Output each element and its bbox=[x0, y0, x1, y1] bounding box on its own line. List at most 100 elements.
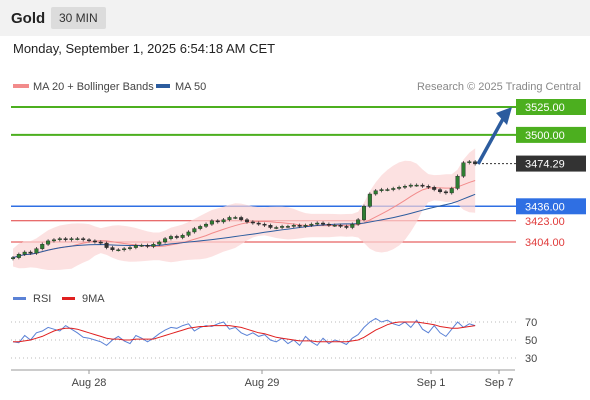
level-label-support: 3423.00 bbox=[525, 216, 565, 228]
symbol-title: Gold bbox=[11, 10, 46, 27]
candle-body bbox=[81, 238, 86, 240]
rsi-line bbox=[12, 317, 476, 347]
candle-body bbox=[285, 226, 290, 228]
candle-body bbox=[163, 238, 168, 243]
candle-body bbox=[315, 222, 320, 225]
rsi-ma-legend-label: 9MA bbox=[82, 293, 105, 305]
rsi-legend-label: RSI bbox=[33, 293, 51, 305]
candle-body bbox=[309, 223, 314, 226]
candle-body bbox=[10, 257, 15, 259]
candle-body bbox=[379, 189, 384, 191]
candle-body bbox=[397, 187, 402, 189]
candle-body bbox=[92, 240, 97, 243]
candle-body bbox=[157, 241, 162, 245]
candle-body bbox=[443, 191, 448, 194]
credit-label: Research © 2025 Trading Central bbox=[417, 81, 581, 93]
candle-body bbox=[87, 239, 92, 242]
candle-body bbox=[356, 219, 361, 225]
chart-header: Gold 30 MIN bbox=[0, 0, 590, 36]
bb-legend-label: MA 20 + Bollinger Bands bbox=[33, 81, 154, 93]
ma20-line bbox=[12, 180, 476, 259]
ma50-line bbox=[12, 193, 476, 259]
candle-body bbox=[274, 227, 279, 229]
candle-body bbox=[221, 219, 226, 223]
candle-body bbox=[438, 189, 443, 192]
candle-body bbox=[139, 245, 144, 247]
candle-body bbox=[145, 245, 150, 247]
level-label-resistance: 3500.00 bbox=[525, 130, 565, 142]
candle-body bbox=[250, 221, 255, 224]
candle-body bbox=[362, 206, 367, 220]
candle-body bbox=[420, 184, 425, 187]
candle-body bbox=[303, 225, 308, 227]
rsi-ma-legend-swatch bbox=[62, 297, 75, 300]
ma50-legend-label: MA 50 bbox=[175, 81, 206, 93]
candle-body bbox=[473, 161, 478, 165]
rsi-panel: 70 50 30 bbox=[11, 317, 537, 365]
rsi-tick-label: 50 bbox=[525, 335, 537, 347]
bb-legend-swatch bbox=[13, 84, 29, 88]
chart-datetime: Monday, September 1, 2025 6:54:18 AM CET bbox=[13, 41, 276, 56]
candle-body bbox=[268, 225, 273, 228]
candle-body bbox=[209, 220, 214, 225]
candle-body bbox=[385, 189, 390, 191]
candle-body bbox=[122, 248, 127, 251]
candle-body bbox=[104, 242, 109, 248]
candle-body bbox=[402, 186, 407, 188]
bb-fill bbox=[13, 148, 476, 271]
candle-body bbox=[467, 161, 472, 163]
candle-body bbox=[204, 223, 209, 227]
candle-body bbox=[69, 238, 74, 240]
candle-body bbox=[40, 244, 45, 249]
candle-body bbox=[239, 217, 244, 220]
candle-body bbox=[414, 184, 419, 187]
level-badge-last bbox=[516, 155, 586, 172]
candle-body bbox=[192, 228, 197, 233]
candle-body bbox=[227, 217, 232, 220]
candle-body bbox=[373, 190, 378, 195]
rsi-tick-label: 30 bbox=[525, 353, 537, 365]
rsi-tick-label: 70 bbox=[525, 317, 537, 329]
candle-body bbox=[151, 244, 156, 247]
candle-body bbox=[180, 235, 185, 238]
candle-body bbox=[332, 225, 337, 227]
level-badge-resistance bbox=[516, 126, 586, 143]
candle-body bbox=[280, 226, 285, 228]
candle-body bbox=[46, 240, 51, 245]
ma50-legend-swatch bbox=[156, 84, 170, 88]
candle-body bbox=[297, 225, 302, 227]
candlesticks bbox=[10, 159, 478, 261]
candle-body bbox=[168, 236, 173, 239]
candle-body bbox=[256, 222, 261, 225]
level-labels: 3525.00 3500.00 3474.29 3436.00 3423.00 3404.… bbox=[516, 99, 586, 249]
candle-body bbox=[215, 220, 220, 223]
x-tick-label: Aug 28 bbox=[72, 377, 107, 389]
candle-body bbox=[233, 217, 238, 219]
candle-body bbox=[116, 249, 121, 252]
rsi-ma-line bbox=[13, 321, 476, 343]
candle-body bbox=[98, 241, 103, 244]
arrow-shaft bbox=[476, 116, 506, 165]
candle-body bbox=[461, 162, 466, 177]
candle-body bbox=[16, 254, 21, 258]
level-label-support: 3404.00 bbox=[525, 237, 565, 249]
candle-body bbox=[174, 236, 179, 238]
candle-body bbox=[51, 239, 56, 242]
candle-body bbox=[391, 188, 396, 190]
candle-body bbox=[455, 175, 460, 189]
candle-body bbox=[34, 248, 39, 254]
candle-body bbox=[426, 186, 431, 188]
candle-body bbox=[57, 238, 62, 240]
candle-body bbox=[75, 238, 80, 240]
x-tick-label: Sep 7 bbox=[485, 377, 514, 389]
arrow-head bbox=[496, 107, 512, 125]
candle-body bbox=[127, 247, 132, 249]
candle-body bbox=[367, 193, 372, 207]
candle-body bbox=[432, 187, 437, 190]
candle-body bbox=[22, 251, 27, 255]
x-tick-label: Aug 29 bbox=[245, 377, 280, 389]
candle-body bbox=[326, 223, 331, 226]
timeframe-button[interactable]: 30 MIN bbox=[51, 7, 106, 29]
rsi-legend-swatch bbox=[13, 297, 26, 300]
